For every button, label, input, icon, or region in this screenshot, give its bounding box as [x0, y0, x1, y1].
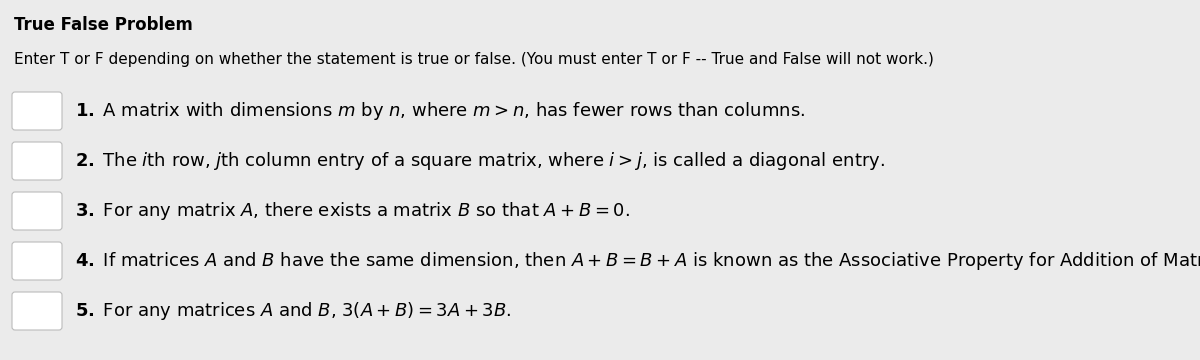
Text: $\mathbf{1.}\; \text{A matrix with dimensions }m\text{ by }n\text{, where }m > n: $\mathbf{1.}\; \text{A matrix with dimen… [74, 100, 805, 122]
Text: True False Problem: True False Problem [14, 16, 193, 34]
FancyBboxPatch shape [12, 242, 62, 280]
Text: Enter T or F depending on whether the statement is true or false. (You must ente: Enter T or F depending on whether the st… [14, 52, 934, 67]
FancyBboxPatch shape [12, 192, 62, 230]
FancyBboxPatch shape [12, 142, 62, 180]
FancyBboxPatch shape [12, 92, 62, 130]
Text: $\mathbf{2.}\; \text{The }i\text{th row, }j\text{th column entry of a square mat: $\mathbf{2.}\; \text{The }i\text{th row,… [74, 150, 884, 172]
Text: $\mathbf{3.}\; \text{For any matrix }A\text{, there exists a matrix }B\text{ so : $\mathbf{3.}\; \text{For any matrix }A\t… [74, 200, 630, 222]
FancyBboxPatch shape [12, 292, 62, 330]
Text: $\mathbf{4.}\; \text{If matrices }A\text{ and }B\text{ have the same dimension, : $\mathbf{4.}\; \text{If matrices }A\text… [74, 250, 1200, 272]
Text: $\mathbf{5.}\; \text{For any matrices }A\text{ and }B\text{, }3(A + B) = 3A + 3B: $\mathbf{5.}\; \text{For any matrices }A… [74, 300, 511, 322]
